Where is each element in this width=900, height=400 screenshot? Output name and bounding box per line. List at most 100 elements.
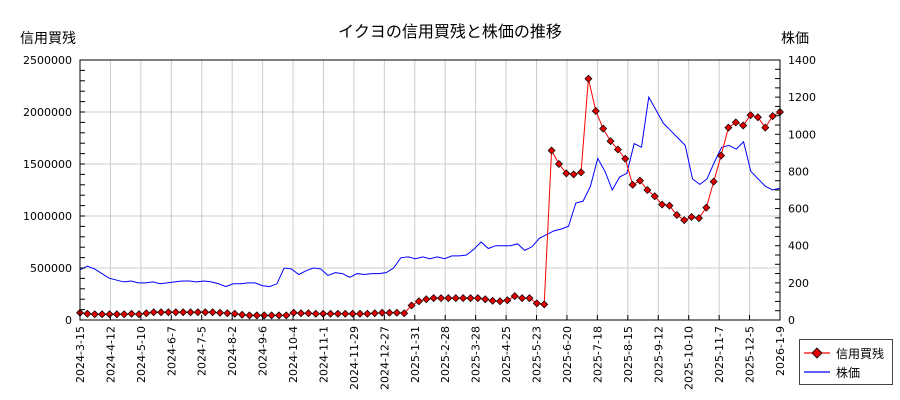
x-tick-label: 2025-4-25: [500, 326, 513, 383]
x-tick-label: 2024-4-12: [104, 326, 117, 383]
data-point-marker: [540, 300, 549, 309]
data-point-marker: [223, 309, 232, 318]
legend-label-margin: 信用買残: [836, 346, 885, 361]
data-point-marker: [274, 311, 283, 320]
axes: 2024-3-15 2024-4-12 2024-5-10 2024-6-7 2024-…: [23, 54, 816, 390]
data-point-marker: [628, 180, 637, 189]
x-tick-label: 2024-9-6: [257, 326, 270, 376]
x-tick-label: 2025-6-20: [561, 326, 574, 383]
data-point-marker: [186, 308, 195, 317]
data-point-marker: [171, 308, 180, 317]
data-point-marker: [518, 294, 527, 303]
data-point-marker: [554, 160, 563, 168]
data-point-marker: [429, 294, 438, 303]
y-right-tick-label: 1000: [788, 128, 816, 141]
data-point-marker: [341, 309, 350, 318]
price-series-line: [79, 95, 781, 288]
data-point-marker: [437, 294, 446, 303]
data-point-marker: [127, 309, 136, 318]
data-point-marker: [547, 146, 556, 155]
data-point-marker: [267, 311, 276, 320]
data-point-marker: [90, 310, 99, 319]
y-right-tick-label: 600: [788, 203, 809, 216]
data-point-marker: [326, 309, 335, 318]
data-point-marker: [702, 203, 711, 212]
y-axis-left-label: 信用買残: [20, 31, 76, 47]
data-point-marker: [179, 308, 188, 317]
data-point-marker: [370, 309, 379, 318]
data-point-marker: [488, 296, 497, 305]
data-point-marker: [525, 294, 534, 303]
x-tick-label: 2026-1-9: [774, 326, 787, 376]
x-tick-label: 2024-6-7: [165, 326, 178, 376]
data-point-marker: [363, 309, 372, 318]
blue-line-icon: [804, 364, 830, 380]
data-point-marker: [230, 309, 239, 318]
x-tick-label: 2024-5-10: [135, 326, 148, 383]
y-right-tick-label: 400: [788, 240, 809, 253]
data-point-marker: [282, 311, 291, 320]
data-point-marker: [768, 112, 777, 121]
data-point-marker: [245, 311, 254, 320]
data-point-marker: [208, 308, 217, 317]
data-point-marker: [414, 297, 423, 306]
data-point-marker: [378, 308, 387, 317]
data-point-marker: [473, 294, 482, 303]
y-right-tick-label: 0: [788, 314, 795, 327]
x-tick-label: 2025-11-7: [713, 326, 726, 383]
x-tick-label: 2025-12-5: [744, 326, 757, 383]
data-point-marker: [392, 308, 401, 317]
data-point-marker: [451, 294, 460, 303]
y-right-tick-label: 800: [788, 165, 809, 178]
data-point-marker: [532, 299, 541, 308]
data-point-marker: [562, 169, 571, 178]
data-point-marker: [444, 294, 453, 303]
data-point-marker: [680, 216, 689, 225]
data-point-marker: [348, 309, 357, 318]
data-point-marker: [333, 309, 342, 318]
data-point-marker: [643, 186, 652, 194]
legend: 信用買残 株価: [799, 339, 893, 385]
data-point-marker: [164, 308, 173, 317]
y-left-tick-label: 2500000: [23, 54, 72, 67]
x-tick-label: 2025-5-23: [531, 326, 544, 383]
data-point-marker: [481, 295, 490, 304]
data-point-marker: [753, 113, 762, 122]
data-point-marker: [400, 309, 409, 318]
data-point-marker: [260, 311, 269, 320]
data-point-marker: [717, 151, 726, 160]
x-tick-label: 2025-3-28: [470, 326, 483, 383]
y-left-tick-label: 1000000: [23, 210, 72, 223]
red-diamond-line-icon: [804, 345, 830, 361]
data-point-marker: [216, 308, 224, 317]
margin-series-line: [76, 74, 784, 320]
x-tick-label: 2025-7-18: [591, 326, 604, 383]
x-tick-label: 2024-12-27: [378, 326, 391, 390]
data-point-marker: [149, 308, 158, 317]
data-point-marker: [289, 308, 298, 317]
data-point-marker: [599, 124, 608, 133]
data-point-marker: [503, 296, 512, 305]
y-right-tick-label: 1400: [788, 54, 816, 67]
data-point-marker: [636, 176, 644, 185]
x-tick-label: 2025-8-15: [622, 326, 635, 383]
x-tick-label: 2024-3-15: [74, 326, 87, 383]
data-point-marker: [193, 308, 202, 317]
x-tick-label: 2024-10-4: [287, 326, 300, 383]
y-left-tick-label: 1500000: [23, 158, 72, 171]
data-point-marker: [761, 123, 770, 132]
data-point-marker: [724, 123, 733, 132]
data-point-marker: [739, 121, 748, 130]
data-point-marker: [252, 311, 261, 320]
data-point-marker: [577, 168, 586, 177]
data-point-marker: [621, 154, 630, 163]
data-point-marker: [157, 308, 166, 317]
x-tick-label: 2024-7-5: [196, 326, 209, 376]
data-point-marker: [591, 106, 600, 115]
legend-item-margin: 信用買残: [800, 344, 884, 362]
data-point-marker: [201, 308, 210, 317]
data-point-marker: [459, 294, 468, 303]
data-point-marker: [606, 137, 615, 146]
data-point-marker: [569, 170, 578, 179]
